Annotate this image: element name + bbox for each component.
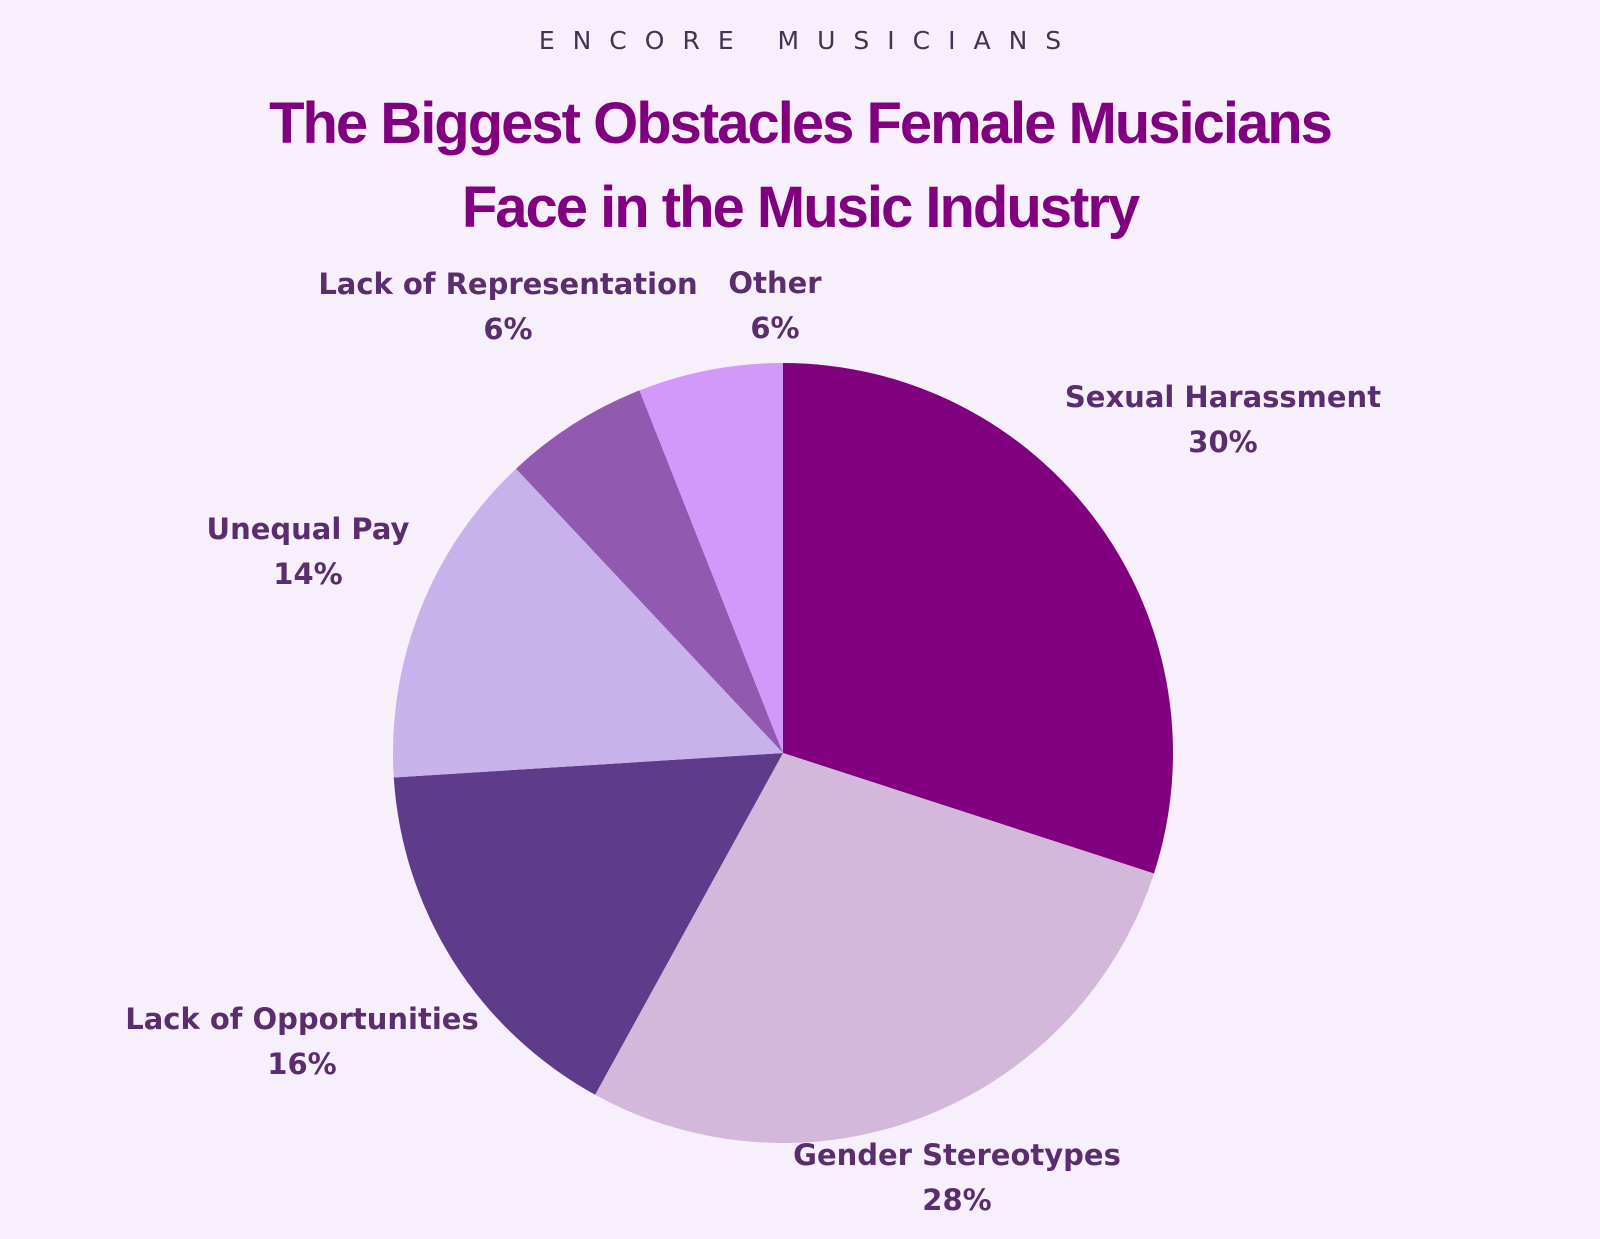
slice-value-other: 6% [750, 311, 799, 345]
pie-slices [393, 363, 1173, 1143]
slice-label-other: Other [728, 266, 822, 300]
pie-labels: Sexual Harassment 30% Gender Stereotypes 28… [125, 266, 1381, 1217]
slice-value-lack-of-representation: 6% [483, 312, 532, 346]
slice-label-lack-of-opportunities: Lack of Opportunities [125, 1002, 478, 1036]
pie-slice-sexual-harassment [783, 363, 1173, 874]
pie-slice-other [639, 363, 783, 753]
chart-title-line-1: The Biggest Obstacles Female Musicians [269, 91, 1333, 156]
pie-slice-gender-stereotypes [595, 753, 1154, 1143]
slice-label-lack-of-representation: Lack of Representation [318, 267, 697, 301]
chart-title-line-2: Face in the Music Industry [461, 175, 1140, 240]
pie-slice-lack-of-opportunities [393, 753, 783, 1095]
slice-label-sexual-harassment: Sexual Harassment [1065, 380, 1381, 414]
pie-slice-lack-of-representation [516, 390, 783, 753]
slice-value-sexual-harassment: 30% [1188, 425, 1257, 459]
slice-label-unequal-pay: Unequal Pay [207, 512, 410, 546]
slice-value-gender-stereotypes: 28% [922, 1183, 991, 1217]
slice-value-unequal-pay: 14% [273, 557, 342, 591]
slice-label-gender-stereotypes: Gender Stereotypes [793, 1138, 1121, 1172]
brand-name: ENCORE MUSICIANS [538, 26, 1080, 55]
slice-value-lack-of-opportunities: 16% [267, 1047, 336, 1081]
pie-slice-unequal-pay [393, 468, 783, 778]
